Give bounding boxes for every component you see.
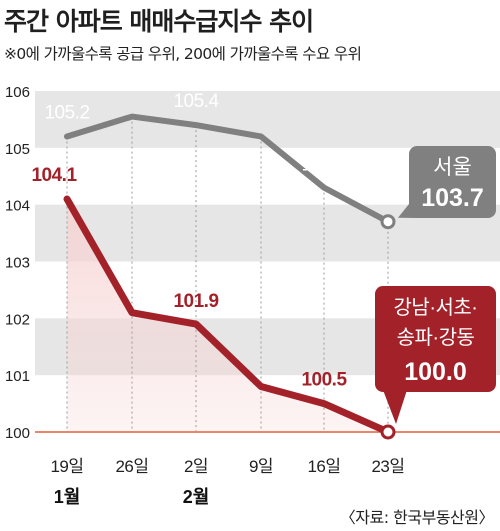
seoul-callout-box xyxy=(409,146,496,218)
gangnam-callout-value: 100.0 xyxy=(404,358,467,386)
y-tick-label: 100 xyxy=(5,425,30,442)
y-tick-label: 101 xyxy=(5,368,30,385)
chart-title: 주간 아파트 매매수급지수 추이 xyxy=(4,7,314,36)
gangnam-callout-name: 송파·강동 xyxy=(397,326,475,349)
chart-subtitle: ※0에 가까울수록 공급 우위, 200에 가까울수록 수요 우위 xyxy=(4,45,362,63)
source-credit: 〈자료: 한국부동산원〉 xyxy=(339,508,495,527)
seoul-callout-name: 서울 xyxy=(433,156,472,179)
point-value-label: 104.1 xyxy=(31,165,77,186)
red-series-area xyxy=(67,198,388,432)
x-tick-label: 19일 xyxy=(50,457,83,476)
point-value-label: 105.2 xyxy=(44,102,89,123)
y-tick-label: 103 xyxy=(5,255,30,272)
x-tick-label: 9일 xyxy=(249,457,273,476)
x-month-label: 1월 xyxy=(54,487,81,507)
point-value-label: 105.4 xyxy=(173,91,219,112)
seoul-series-line xyxy=(64,113,391,225)
x-tick-label: 16일 xyxy=(307,457,340,476)
gangnam-callout-name: 강남·서초· xyxy=(394,296,478,319)
y-tick-label: 105 xyxy=(5,141,30,158)
gangnam-callout-pointer xyxy=(383,390,407,424)
y-tick-label: 102 xyxy=(5,311,30,328)
x-tick-label: 23일 xyxy=(371,457,404,476)
x-tick-label: 26일 xyxy=(115,457,148,476)
seoul-end-point xyxy=(380,214,396,230)
x-month-label: 2월 xyxy=(183,487,210,507)
point-value-label: 100.5 xyxy=(301,370,347,391)
point-value-label: 104.3 xyxy=(301,155,346,176)
seoul-callout-value: 103.7 xyxy=(421,184,484,212)
y-tick-label: 104 xyxy=(5,198,30,215)
point-value-label: 101.9 xyxy=(173,291,218,312)
gangnam-callout-box xyxy=(375,286,496,392)
gangnam-series-line xyxy=(63,195,392,436)
gangnam-end-point xyxy=(380,424,396,440)
x-tick-label: 2일 xyxy=(184,457,208,476)
y-tick-label: 106 xyxy=(5,84,30,101)
